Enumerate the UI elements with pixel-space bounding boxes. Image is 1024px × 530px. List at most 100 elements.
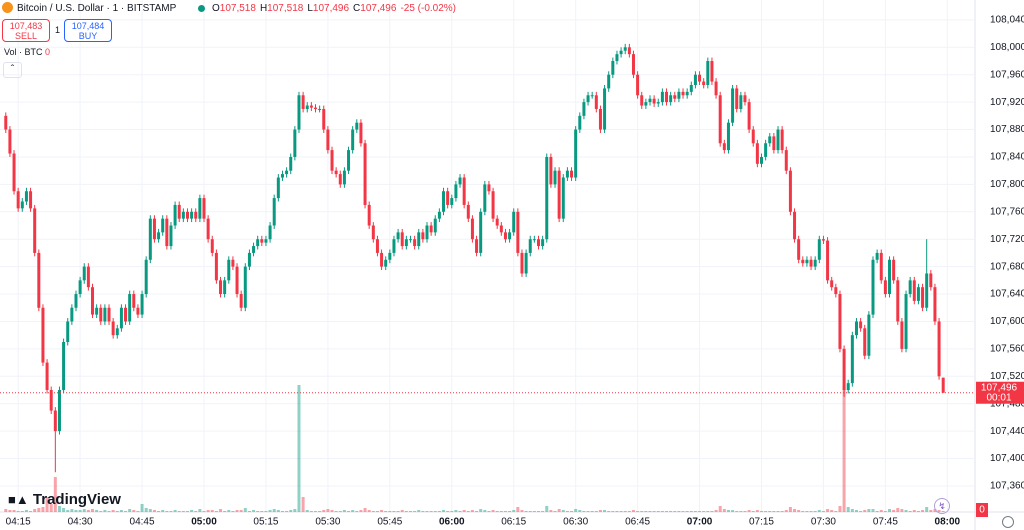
candle-body bbox=[173, 204, 177, 226]
candle-body bbox=[541, 239, 545, 247]
volume-bar bbox=[706, 511, 710, 512]
candle-body bbox=[45, 362, 49, 390]
volume-bar bbox=[821, 511, 825, 512]
volume-bar bbox=[239, 510, 243, 512]
candle-body bbox=[788, 170, 792, 212]
volume-bar bbox=[367, 510, 371, 512]
buy-label: BUY bbox=[78, 31, 98, 41]
candle-body bbox=[103, 307, 107, 322]
volume-bar bbox=[838, 506, 842, 512]
candle-body bbox=[912, 280, 916, 301]
candle-body bbox=[838, 294, 842, 349]
candle-body bbox=[545, 156, 549, 240]
candle-body bbox=[462, 177, 466, 205]
volume-bar bbox=[570, 511, 574, 512]
candle-body bbox=[871, 259, 875, 315]
settings-icon[interactable] bbox=[1002, 516, 1014, 528]
volume-bar bbox=[384, 511, 388, 512]
candle-body bbox=[318, 108, 322, 110]
candle-body bbox=[293, 129, 297, 157]
volume-bar bbox=[132, 510, 136, 512]
volume-bar bbox=[735, 511, 739, 512]
volume-bar bbox=[797, 510, 801, 512]
candle-body bbox=[285, 170, 289, 175]
candle-body bbox=[549, 156, 553, 185]
flash-icon[interactable]: ↯ bbox=[934, 498, 950, 514]
candle-body bbox=[49, 389, 53, 411]
candle-body bbox=[24, 191, 28, 202]
candle-body bbox=[925, 273, 929, 308]
volume-bar bbox=[276, 510, 280, 512]
candle-body bbox=[330, 150, 334, 171]
candle-body bbox=[417, 232, 421, 247]
volume-bar bbox=[615, 511, 619, 512]
volume-bar bbox=[177, 511, 181, 512]
collapse-button[interactable]: ˆ bbox=[3, 62, 22, 78]
candle-body bbox=[508, 232, 512, 240]
volume-bar bbox=[739, 511, 743, 512]
volume-value: 0 bbox=[45, 47, 51, 57]
volume-bar bbox=[578, 510, 582, 512]
logo: ■▲ TradingView bbox=[8, 491, 121, 508]
volume-bar bbox=[223, 511, 227, 512]
candle-body bbox=[793, 211, 797, 240]
candle-body bbox=[314, 107, 318, 109]
candle-body bbox=[491, 191, 495, 219]
volume-bar bbox=[437, 511, 441, 512]
candle-body bbox=[37, 252, 41, 308]
buy-button[interactable]: 107,484 BUY bbox=[64, 19, 112, 42]
volume-bar bbox=[45, 497, 49, 512]
volume-bar bbox=[33, 509, 37, 512]
candle-body bbox=[62, 342, 66, 390]
candle-body bbox=[115, 328, 119, 336]
volume-bar bbox=[524, 511, 528, 512]
x-tick-label: 08:00 bbox=[935, 517, 961, 528]
volume-bar bbox=[561, 510, 565, 512]
volume-bar bbox=[293, 509, 297, 512]
volume-bar bbox=[900, 509, 904, 512]
candle-body bbox=[499, 225, 503, 233]
volume-bar bbox=[359, 510, 363, 512]
candle-body bbox=[165, 218, 169, 247]
candle-body bbox=[826, 240, 830, 281]
candle-body bbox=[706, 61, 710, 85]
candle-body bbox=[86, 266, 90, 288]
candle-body bbox=[338, 174, 342, 185]
volume-bar bbox=[433, 511, 437, 512]
candle-body bbox=[119, 307, 123, 329]
volume-bar bbox=[20, 511, 24, 512]
candle-body bbox=[590, 95, 594, 97]
candle-body bbox=[396, 232, 400, 240]
candle-body bbox=[817, 239, 821, 260]
sell-button[interactable]: 107,483 SELL bbox=[2, 19, 50, 42]
candle-body bbox=[772, 136, 776, 151]
volume-bar bbox=[29, 511, 33, 512]
candle-body bbox=[768, 136, 772, 144]
candle-body bbox=[776, 129, 780, 151]
volume-bar bbox=[582, 511, 586, 512]
volume-title: Vol · BTC bbox=[4, 47, 43, 57]
y-tick-label: 107,880 bbox=[990, 124, 1024, 135]
volume-bar bbox=[119, 510, 123, 512]
volume-bar bbox=[879, 510, 883, 512]
candle-body bbox=[516, 211, 520, 253]
candle-body bbox=[347, 150, 351, 171]
volume-bar bbox=[173, 510, 177, 512]
candle-body bbox=[380, 252, 384, 267]
volume-label: Vol · BTC 0 bbox=[4, 47, 50, 57]
volume-bar bbox=[136, 511, 140, 512]
candle-body bbox=[219, 280, 223, 295]
y-tick-label: 107,400 bbox=[990, 453, 1024, 464]
candle-body bbox=[351, 129, 355, 151]
candle-body bbox=[487, 184, 491, 192]
buy-price: 107,484 bbox=[71, 21, 105, 31]
volume-bar bbox=[809, 511, 813, 512]
candle-body bbox=[33, 208, 37, 253]
candle-body bbox=[665, 91, 669, 103]
volume-bar bbox=[169, 511, 173, 512]
symbol-title[interactable]: Bitcoin / U.S. Dollar · 1 · BITSTAMP bbox=[17, 3, 177, 14]
volume-bar bbox=[4, 509, 8, 512]
volume-bar bbox=[400, 510, 404, 512]
volume-bar bbox=[227, 510, 231, 512]
